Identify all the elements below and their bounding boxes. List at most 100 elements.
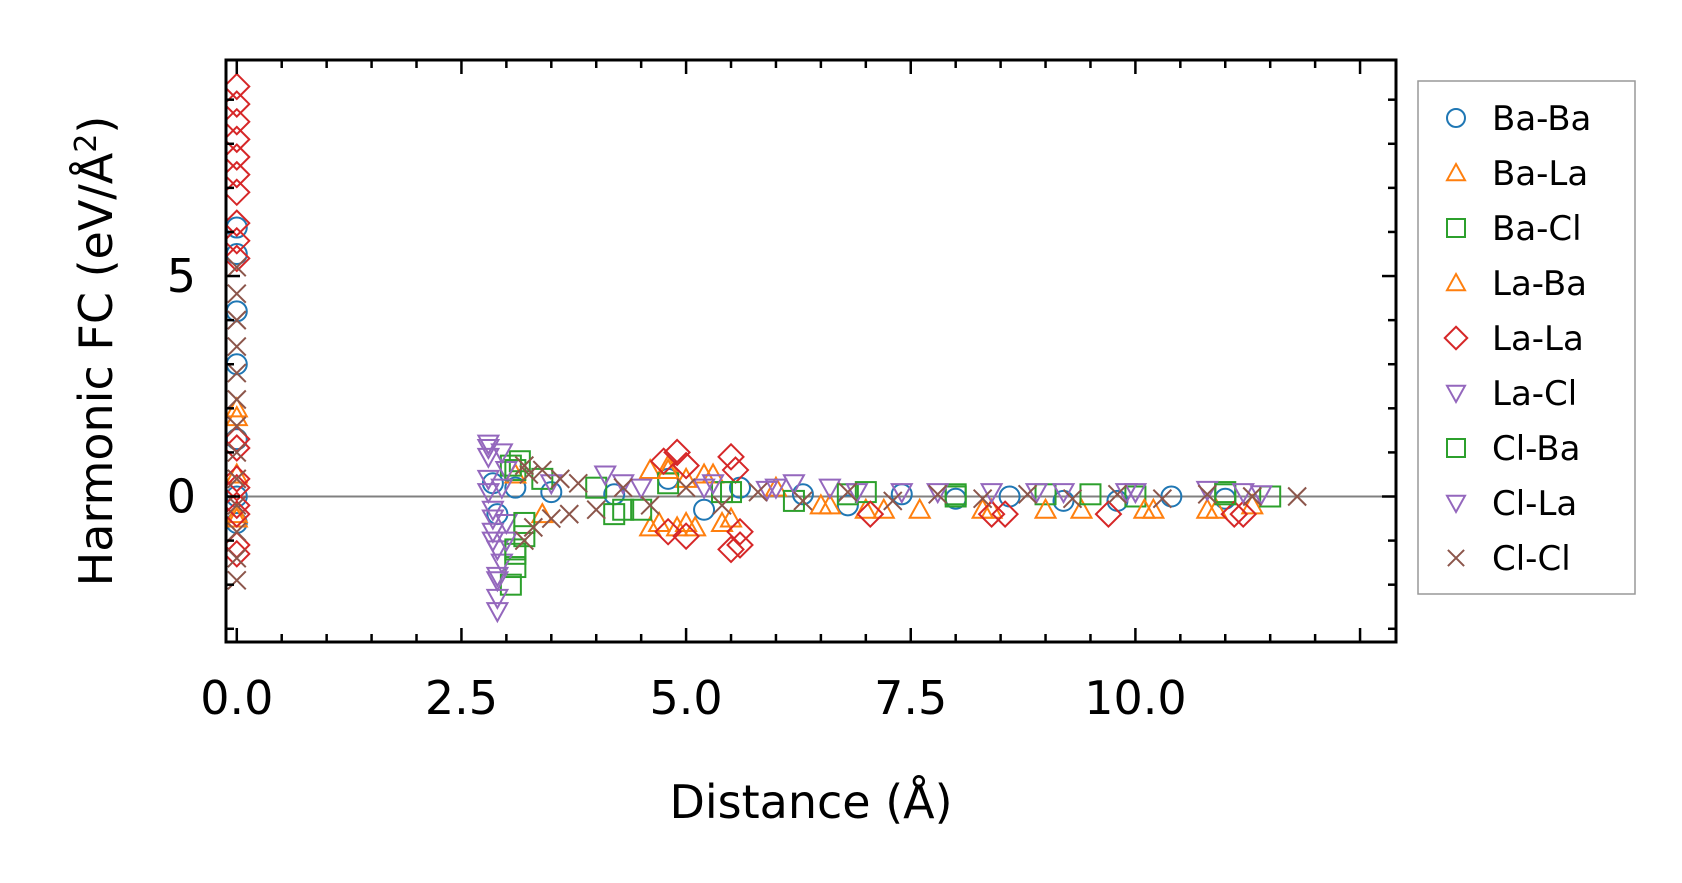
- legend-marker-cl-ba: [1446, 438, 1466, 458]
- data-point-cl-cl: [712, 495, 732, 516]
- data-point-la-cl: [782, 474, 806, 496]
- series-la-ba: [226, 405, 1219, 537]
- x-tick-label: 5.0: [650, 671, 723, 725]
- legend-label: Cl-Ba: [1492, 429, 1580, 469]
- y-axis-title: Harmonic FC (eV/Å2): [69, 116, 123, 587]
- legend-label: La-Cl: [1492, 374, 1577, 414]
- x-tick-label: 7.5: [874, 671, 947, 725]
- data-point-cl-la: [494, 531, 519, 553]
- data-point-cl-la: [629, 478, 653, 500]
- data-point-cl-cl: [1242, 486, 1262, 507]
- data-point-la-cl: [611, 474, 635, 496]
- legend-marker-la-cl: [1445, 384, 1467, 405]
- data-point-cl-cl: [927, 484, 948, 505]
- data-point-la-cl: [1195, 480, 1219, 502]
- data-point-cl-cl: [227, 442, 247, 463]
- data-point-cl-cl: [532, 460, 553, 480]
- data-point-ba-la: [530, 502, 555, 524]
- data-point-la-la: [226, 539, 251, 568]
- data-point-la-la: [226, 434, 251, 462]
- series-ba-cl: [499, 450, 1282, 596]
- data-point-cl-cl: [1152, 488, 1173, 509]
- data-point-la-ba: [656, 457, 680, 480]
- data-point-la-cl: [494, 513, 519, 536]
- data-point-la-cl: [1051, 483, 1076, 505]
- data-point-cl-cl: [227, 570, 247, 590]
- data-point-cl-cl: [550, 469, 570, 489]
- series-cl-la: [476, 439, 1255, 624]
- y-axis-title-end: ): [69, 116, 123, 134]
- x-tick-label: 2.5: [425, 671, 498, 725]
- data-point-cl-ba: [1079, 483, 1102, 506]
- data-point-la-la: [726, 531, 754, 559]
- series-cl-cl: [227, 257, 1307, 590]
- data-point-ba-cl: [612, 498, 635, 521]
- data-point-la-la: [717, 535, 745, 564]
- data-point-cl-cl: [1017, 484, 1038, 505]
- data-point-cl-cl: [586, 500, 606, 520]
- data-point-cl-la: [481, 531, 505, 553]
- data-point-cl-la: [539, 474, 563, 496]
- data-point-la-ba: [809, 493, 833, 515]
- data-point-la-la: [226, 178, 251, 207]
- data-point-cl-cl: [227, 522, 247, 542]
- series-cl-ba: [504, 459, 1237, 561]
- data-point-cl-ba: [603, 503, 626, 526]
- data-point-cl-cl: [227, 389, 247, 410]
- data-point-cl-cl: [1287, 486, 1307, 507]
- data-point-ba-la: [638, 457, 662, 480]
- legend-marker-cl-cl: [1447, 549, 1465, 567]
- legend-marker-ba-cl: [1446, 218, 1466, 238]
- data-point-cl-la: [485, 602, 510, 624]
- data-point-ba-ba: [836, 494, 859, 517]
- data-point-cl-cl: [1197, 484, 1217, 505]
- data-point-cl-la: [490, 478, 514, 500]
- data-point-cl-cl: [793, 491, 813, 511]
- data-point-cl-cl: [523, 517, 544, 538]
- data-point-cl-la: [476, 439, 501, 461]
- data-point-cl-la: [764, 478, 788, 500]
- data-point-ba-cl: [585, 476, 608, 499]
- data-point-la-cl: [890, 483, 914, 505]
- legend-label: La-Ba: [1492, 264, 1587, 304]
- data-point-cl-la: [485, 571, 510, 593]
- legend-label: Ba-Ba: [1492, 99, 1591, 139]
- data-point-la-la: [991, 500, 1020, 529]
- series-ba-ba: [226, 216, 1237, 534]
- y-tick-label: 5: [167, 249, 196, 303]
- data-point-la-la: [856, 500, 885, 529]
- data-point-la-la: [663, 438, 692, 467]
- data-point-la-la: [977, 500, 1006, 529]
- data-point-la-la: [649, 447, 678, 476]
- x-tick-label: 0.0: [200, 671, 273, 725]
- data-point-la-la: [672, 522, 701, 551]
- data-point-la-cl: [490, 443, 514, 465]
- data-point-cl-la: [481, 509, 505, 531]
- data-point-cl-cl: [227, 416, 247, 436]
- data-point-la-la: [226, 72, 251, 101]
- data-point-cl-cl: [1062, 488, 1083, 509]
- data-point-cl-cl: [838, 482, 858, 502]
- data-point-la-la: [226, 90, 251, 119]
- legend-marker-cl-la: [1445, 494, 1467, 515]
- legend-label: La-La: [1492, 319, 1584, 359]
- data-point-ba-la: [854, 497, 878, 519]
- data-point-la-la: [226, 464, 251, 493]
- data-point-cl-cl: [514, 530, 535, 551]
- data-point-cl-ba: [720, 481, 743, 504]
- data-point-cl-la: [1114, 483, 1139, 505]
- data-point-ba-cl: [854, 481, 877, 504]
- data-marks-layer: [226, 72, 1307, 624]
- data-point-la-la: [226, 500, 251, 529]
- data-point-cl-cl: [559, 504, 579, 524]
- data-point-cl-cl: [227, 283, 247, 304]
- data-point-la-la: [654, 517, 683, 546]
- data-point-la-cl: [979, 483, 1004, 505]
- legend-item-la-ba: La-Ba: [1445, 264, 1587, 304]
- legend-label: Cl-Cl: [1492, 539, 1571, 579]
- data-point-ba-la: [908, 497, 932, 519]
- legend-item-ba-la: Ba-La: [1445, 154, 1588, 194]
- legend-label: Ba-La: [1492, 154, 1588, 194]
- data-point-cl-ba: [1214, 483, 1237, 506]
- data-point-la-la: [226, 531, 251, 559]
